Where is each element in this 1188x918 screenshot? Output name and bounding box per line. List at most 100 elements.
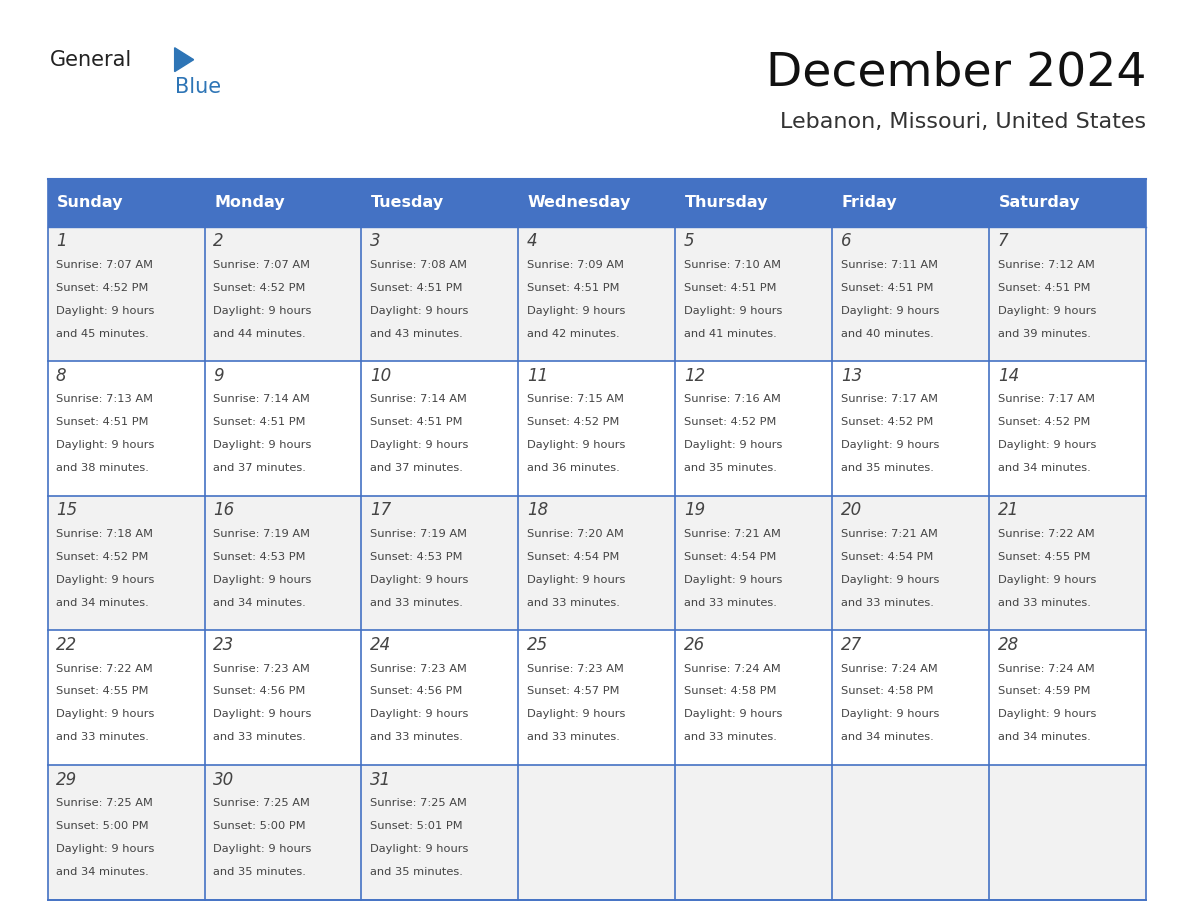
Text: and 33 minutes.: and 33 minutes. (998, 598, 1091, 608)
Bar (48, 631, 204, 765)
Text: Sunrise: 7:19 AM: Sunrise: 7:19 AM (369, 529, 467, 539)
Bar (48, 496, 204, 631)
Bar (48, 765, 204, 900)
Bar (676, 631, 833, 765)
Text: Sunrise: 7:25 AM: Sunrise: 7:25 AM (56, 798, 153, 808)
Bar (833, 765, 990, 900)
Text: 20: 20 (841, 501, 862, 520)
Bar (204, 765, 361, 900)
Text: Daylight: 9 hours: Daylight: 9 hours (213, 441, 311, 450)
Text: Daylight: 9 hours: Daylight: 9 hours (56, 575, 154, 585)
Text: Wednesday: Wednesday (527, 196, 631, 210)
Text: Daylight: 9 hours: Daylight: 9 hours (684, 306, 782, 316)
Text: Sunset: 4:52 PM: Sunset: 4:52 PM (56, 283, 148, 293)
Bar (833, 362, 990, 496)
Bar (518, 179, 676, 227)
Text: and 33 minutes.: and 33 minutes. (841, 598, 934, 608)
Text: and 43 minutes.: and 43 minutes. (369, 329, 462, 339)
Text: and 42 minutes.: and 42 minutes. (526, 329, 619, 339)
Text: Daylight: 9 hours: Daylight: 9 hours (526, 306, 625, 316)
Text: Daylight: 9 hours: Daylight: 9 hours (998, 441, 1097, 450)
Text: 24: 24 (369, 636, 391, 654)
Text: and 33 minutes.: and 33 minutes. (56, 733, 148, 743)
Text: Daylight: 9 hours: Daylight: 9 hours (841, 575, 940, 585)
Text: Sunset: 4:52 PM: Sunset: 4:52 PM (526, 418, 619, 427)
Bar (518, 631, 676, 765)
Text: and 33 minutes.: and 33 minutes. (684, 598, 777, 608)
Text: 29: 29 (56, 770, 77, 789)
Text: Sunset: 4:58 PM: Sunset: 4:58 PM (684, 687, 776, 697)
Bar (990, 179, 1146, 227)
Text: Daylight: 9 hours: Daylight: 9 hours (213, 710, 311, 720)
Text: 7: 7 (998, 232, 1009, 251)
Bar (990, 631, 1146, 765)
Text: 14: 14 (998, 367, 1019, 385)
Text: and 36 minutes.: and 36 minutes. (526, 464, 620, 473)
Text: Sunset: 4:51 PM: Sunset: 4:51 PM (213, 418, 305, 427)
Text: and 41 minutes.: and 41 minutes. (684, 329, 777, 339)
Text: Monday: Monday (214, 196, 285, 210)
Text: and 33 minutes.: and 33 minutes. (213, 733, 305, 743)
Text: and 33 minutes.: and 33 minutes. (526, 733, 620, 743)
Text: Sunset: 4:52 PM: Sunset: 4:52 PM (684, 418, 776, 427)
Text: Lebanon, Missouri, United States: Lebanon, Missouri, United States (781, 112, 1146, 132)
Text: Daylight: 9 hours: Daylight: 9 hours (841, 306, 940, 316)
Text: and 37 minutes.: and 37 minutes. (369, 464, 462, 473)
Text: Daylight: 9 hours: Daylight: 9 hours (841, 441, 940, 450)
Text: Daylight: 9 hours: Daylight: 9 hours (213, 306, 311, 316)
Text: Sunset: 4:51 PM: Sunset: 4:51 PM (526, 283, 619, 293)
Bar (833, 496, 990, 631)
Text: Sunset: 4:51 PM: Sunset: 4:51 PM (998, 283, 1091, 293)
Text: Tuesday: Tuesday (371, 196, 444, 210)
Text: and 33 minutes.: and 33 minutes. (526, 598, 620, 608)
Text: Sunrise: 7:18 AM: Sunrise: 7:18 AM (56, 529, 153, 539)
Text: Sunset: 4:51 PM: Sunset: 4:51 PM (369, 418, 462, 427)
Text: Sunrise: 7:25 AM: Sunrise: 7:25 AM (369, 798, 467, 808)
Text: Blue: Blue (175, 77, 221, 97)
Text: Daylight: 9 hours: Daylight: 9 hours (56, 844, 154, 854)
Text: Daylight: 9 hours: Daylight: 9 hours (526, 441, 625, 450)
Text: and 45 minutes.: and 45 minutes. (56, 329, 148, 339)
Bar (518, 496, 676, 631)
Text: Daylight: 9 hours: Daylight: 9 hours (213, 575, 311, 585)
Bar (361, 496, 518, 631)
Bar (676, 765, 833, 900)
Bar (518, 227, 676, 362)
Text: and 38 minutes.: and 38 minutes. (56, 464, 148, 473)
Text: 6: 6 (841, 232, 852, 251)
Text: Sunset: 5:00 PM: Sunset: 5:00 PM (213, 821, 305, 831)
Text: Sunset: 4:53 PM: Sunset: 4:53 PM (213, 552, 305, 562)
Text: Sunrise: 7:11 AM: Sunrise: 7:11 AM (841, 260, 937, 270)
Text: Sunrise: 7:21 AM: Sunrise: 7:21 AM (841, 529, 937, 539)
Text: Sunset: 4:56 PM: Sunset: 4:56 PM (213, 687, 305, 697)
Text: Daylight: 9 hours: Daylight: 9 hours (56, 441, 154, 450)
Text: Sunrise: 7:13 AM: Sunrise: 7:13 AM (56, 395, 153, 404)
Text: Sunset: 4:51 PM: Sunset: 4:51 PM (841, 283, 934, 293)
Text: and 33 minutes.: and 33 minutes. (369, 598, 462, 608)
Text: 3: 3 (369, 232, 380, 251)
Text: Sunrise: 7:08 AM: Sunrise: 7:08 AM (369, 260, 467, 270)
Text: Sunset: 4:52 PM: Sunset: 4:52 PM (998, 418, 1091, 427)
Text: Sunrise: 7:07 AM: Sunrise: 7:07 AM (56, 260, 153, 270)
Text: Sunset: 5:00 PM: Sunset: 5:00 PM (56, 821, 148, 831)
Bar (204, 179, 361, 227)
Text: Sunrise: 7:24 AM: Sunrise: 7:24 AM (684, 664, 781, 674)
Text: Sunrise: 7:14 AM: Sunrise: 7:14 AM (213, 395, 310, 404)
Bar (990, 362, 1146, 496)
Text: 26: 26 (684, 636, 704, 654)
Bar (990, 765, 1146, 900)
Text: and 35 minutes.: and 35 minutes. (369, 867, 462, 877)
Text: Daylight: 9 hours: Daylight: 9 hours (998, 575, 1097, 585)
Text: Sunrise: 7:19 AM: Sunrise: 7:19 AM (213, 529, 310, 539)
Bar (833, 179, 990, 227)
Text: and 35 minutes.: and 35 minutes. (213, 867, 305, 877)
Text: Daylight: 9 hours: Daylight: 9 hours (56, 710, 154, 720)
Text: Sunrise: 7:22 AM: Sunrise: 7:22 AM (56, 664, 152, 674)
Text: 15: 15 (56, 501, 77, 520)
Text: Sunset: 4:53 PM: Sunset: 4:53 PM (369, 552, 462, 562)
Text: and 33 minutes.: and 33 minutes. (684, 733, 777, 743)
Text: 13: 13 (841, 367, 862, 385)
Bar (204, 631, 361, 765)
Bar (676, 496, 833, 631)
Text: Sunset: 4:57 PM: Sunset: 4:57 PM (526, 687, 619, 697)
